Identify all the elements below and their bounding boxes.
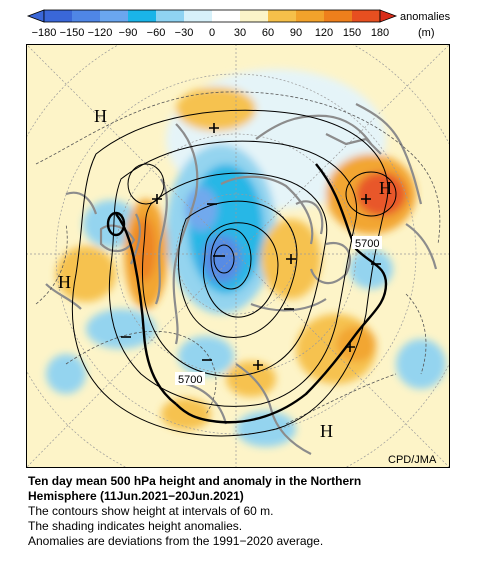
plus-marker (345, 342, 355, 352)
plus-marker (152, 194, 162, 204)
caption-text: Anomalies are deviations from the 1991−2… (28, 534, 324, 548)
high-pressure-label: H (58, 272, 71, 292)
plus-marker (253, 360, 263, 370)
tick-label: −30 (175, 27, 194, 39)
contour-value-label: 5700 (355, 238, 379, 250)
contour-value-label: 5700 (178, 374, 202, 386)
land-outlines (45, 103, 438, 455)
caption-text: The shading indicates height anomalies. (28, 519, 243, 533)
graticule (26, 44, 450, 468)
caption-title: Ten day mean 500 hPa height and anomaly … (28, 474, 362, 488)
tick-label: 120 (315, 27, 333, 39)
map-credit: CPD/JMA (388, 454, 437, 466)
tick-label: −180 (32, 27, 57, 39)
sign-markers (121, 123, 381, 370)
colorbar-unit-label: anomalies (400, 11, 451, 23)
tick-label: 180 (371, 27, 389, 39)
high-pressure-label: H (379, 178, 392, 198)
colorbar-arrow-right (379, 9, 398, 23)
caption-text: The contours show height at intervals of… (28, 504, 274, 518)
hemisphere-map: H H H H 5700 5700 CPD/JMA (26, 44, 450, 468)
tick-label: 90 (290, 27, 302, 39)
figure-caption: Ten day mean 500 hPa height and anomaly … (28, 474, 468, 549)
anomaly-colorbar: −180 −150 −120 −90 −60 −30 0 30 60 90 12… (26, 9, 451, 39)
tick-label: 150 (343, 27, 361, 39)
colorbar-arrow-left (26, 9, 45, 23)
plus-marker (209, 123, 219, 133)
tick-label: −120 (88, 27, 113, 39)
plus-marker (286, 254, 296, 264)
height-contours (71, 109, 397, 437)
high-pressure-label: H (94, 106, 107, 126)
high-pressure-label: H (320, 421, 333, 441)
tick-label: −150 (60, 27, 85, 39)
plus-marker (361, 194, 371, 204)
tick-label: −60 (147, 27, 166, 39)
colorbar-unit-label: (m) (418, 27, 435, 39)
tick-label: 60 (262, 27, 274, 39)
tick-label: 0 (209, 27, 215, 39)
caption-title: Hemisphere (11Jun.2021−20Jun.2021) (28, 489, 244, 503)
tick-label: 30 (234, 27, 246, 39)
zero-anomaly-contours (35, 91, 441, 425)
tick-label: −90 (119, 27, 138, 39)
